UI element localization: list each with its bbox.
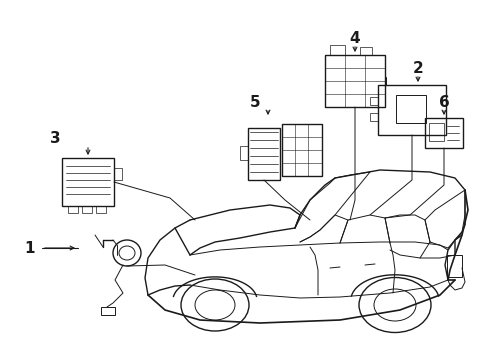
Bar xyxy=(101,307,115,315)
Text: 4: 4 xyxy=(350,31,360,45)
Text: 2: 2 xyxy=(413,60,423,76)
Bar xyxy=(282,124,322,176)
Bar xyxy=(248,128,280,180)
Bar xyxy=(82,206,92,213)
Bar xyxy=(62,158,114,206)
Text: 1: 1 xyxy=(25,240,35,256)
Bar xyxy=(378,85,446,135)
Bar xyxy=(447,255,462,277)
Bar xyxy=(325,55,385,107)
Bar xyxy=(96,206,106,213)
Text: 3: 3 xyxy=(49,131,60,145)
Bar xyxy=(68,206,78,213)
Bar xyxy=(425,118,463,148)
Bar xyxy=(370,97,378,105)
Bar xyxy=(396,95,426,123)
Bar xyxy=(370,113,378,121)
Bar xyxy=(429,123,444,141)
Bar xyxy=(240,146,248,160)
Bar xyxy=(360,47,372,55)
Text: 6: 6 xyxy=(439,95,449,109)
Bar xyxy=(114,168,122,180)
Text: 5: 5 xyxy=(250,95,260,109)
Bar xyxy=(330,45,345,55)
